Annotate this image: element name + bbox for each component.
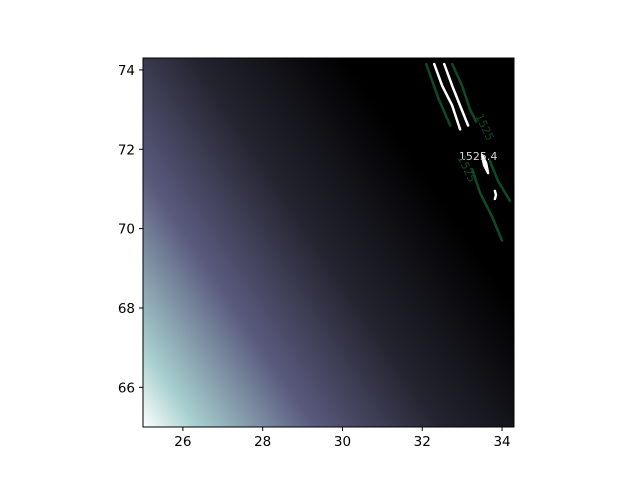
x-tick-label: 26 bbox=[174, 434, 191, 450]
y-tick-label: 68 bbox=[118, 301, 135, 317]
contour-line-0-1 bbox=[442, 62, 470, 127]
contour-lines bbox=[424, 62, 512, 242]
y-tick-label: 72 bbox=[118, 142, 135, 158]
contour-line-0-3 bbox=[493, 189, 498, 201]
contour-line-1-2 bbox=[470, 167, 504, 242]
x-tick-label: 32 bbox=[414, 434, 431, 450]
contour-line-1-0 bbox=[424, 62, 452, 127]
x-tick-label: 28 bbox=[254, 434, 271, 450]
x-axis: 26 28 30 32 34 bbox=[174, 427, 511, 450]
y-tick-label: 70 bbox=[118, 222, 135, 238]
y-tick-label: 74 bbox=[118, 63, 135, 79]
y-tick-label: 66 bbox=[118, 380, 135, 396]
contour-label-0: 1525.4 bbox=[459, 150, 498, 163]
contour-line-1-1 bbox=[450, 62, 478, 123]
x-tick-label: 30 bbox=[334, 434, 351, 450]
heatmap-surface bbox=[143, 58, 514, 427]
y-axis: 66 68 70 72 74 bbox=[118, 63, 143, 396]
x-tick-label: 34 bbox=[493, 434, 510, 450]
contour-line-0-0 bbox=[432, 62, 462, 131]
contour-line-0-2 bbox=[480, 153, 490, 175]
plot-frame bbox=[142, 57, 515, 428]
contour-line-1-3 bbox=[488, 159, 512, 203]
